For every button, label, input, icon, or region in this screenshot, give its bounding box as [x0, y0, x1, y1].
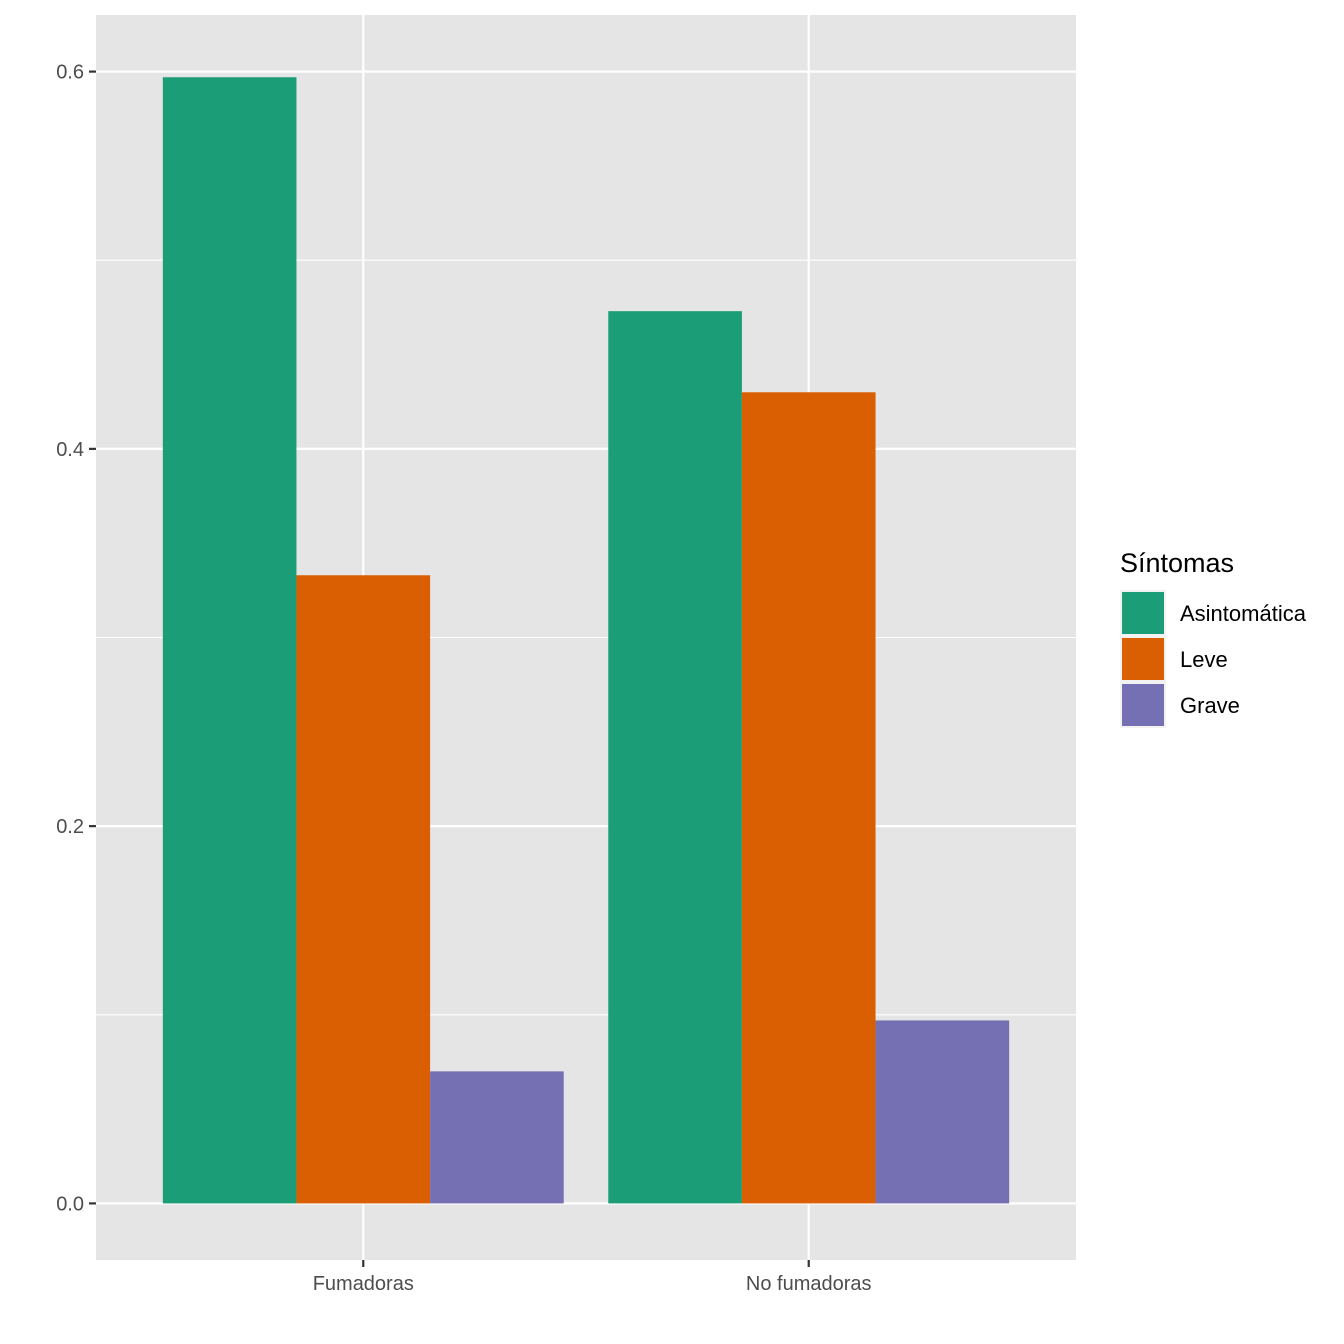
bar-fumadoras-leve: [296, 575, 431, 1204]
x-tick-label: No fumadoras: [746, 1273, 872, 1295]
legend: Síntomas Asintomática Leve Grave: [1120, 548, 1307, 728]
legend-label: Asintomática: [1180, 601, 1307, 626]
legend-label: Leve: [1180, 647, 1228, 672]
y-tick-label: 0.4: [56, 439, 84, 461]
x-axis: Fumadoras No fumadoras: [313, 1260, 872, 1295]
bar-fumadoras-asintomatica: [162, 77, 297, 1204]
bar-no-fumadoras-asintomatica: [608, 311, 742, 1204]
bar-no-fumadoras-leve: [741, 392, 876, 1204]
y-tick-label: 0.6: [56, 62, 84, 84]
x-tick-label: Fumadoras: [313, 1273, 414, 1295]
legend-label: Grave: [1180, 693, 1240, 718]
legend-key: [1122, 684, 1164, 726]
y-tick-label: 0.0: [56, 1193, 84, 1215]
legend-title: Síntomas: [1120, 548, 1234, 578]
y-axis: 0.0 0.2 0.4 0.6: [56, 62, 96, 1215]
legend-key: [1122, 638, 1164, 680]
y-tick-label: 0.2: [56, 816, 84, 838]
bar-no-fumadoras-grave: [875, 1020, 1010, 1204]
bars: [162, 77, 1010, 1204]
bar-fumadoras-grave: [430, 1071, 564, 1204]
legend-key: [1122, 592, 1164, 634]
